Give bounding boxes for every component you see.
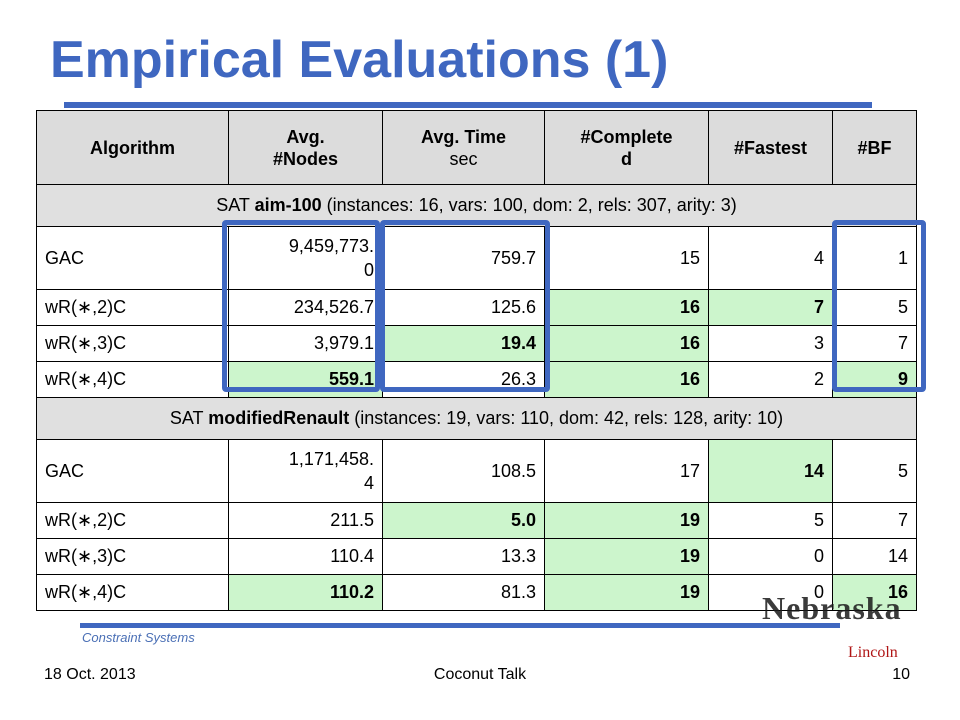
title-underline — [64, 102, 872, 108]
cell-time: 81.3 — [382, 574, 545, 611]
section-label: SAT modifiedRenault (instances: 19, vars… — [36, 397, 917, 440]
cell-fastest: 5 — [708, 502, 833, 539]
cell-completed: 16 — [544, 325, 709, 362]
cell-algorithm: wR(∗,4)C — [36, 574, 229, 611]
table-row: wR(∗,3)C 3,979.1 19.4 16 3 7 — [36, 325, 917, 362]
cell-time: 19.4 — [382, 325, 545, 362]
cell-fastest: 3 — [708, 325, 833, 362]
table-row: wR(∗,4)C 559.1 26.3 16 2 9 — [36, 361, 917, 398]
cell-completed: 16 — [544, 361, 709, 398]
evaluation-table: Algorithm Avg. #Nodes Avg. Time sec #Compl… — [36, 110, 917, 611]
cell-nodes: 211.5 — [228, 502, 383, 539]
cell-bf: 7 — [832, 325, 917, 362]
cell-fastest: 2 — [708, 361, 833, 398]
cell-bf: 5 — [832, 439, 917, 503]
table-row: GAC 1,171,458. 4 108.5 17 14 5 — [36, 439, 917, 503]
cell-time: 5.0 — [382, 502, 545, 539]
cell-time: 125.6 — [382, 289, 545, 326]
watermark-text: Constraint Systems — [82, 630, 195, 645]
col-header-avg-nodes: Avg. #Nodes — [228, 110, 383, 185]
cell-bf: 7 — [832, 502, 917, 539]
bottom-highlight-line — [80, 623, 840, 628]
col-header-bf: #BF — [832, 110, 917, 185]
cell-time: 13.3 — [382, 538, 545, 575]
footer-title: Coconut Talk — [433, 666, 527, 683]
section-label: SAT aim-100 (instances: 16, vars: 100, d… — [36, 184, 917, 227]
time-highlight-box — [380, 220, 550, 392]
cell-completed: 19 — [544, 538, 709, 575]
cell-nodes: 234,526.7 — [228, 289, 383, 326]
col-header-algorithm: Algorithm — [36, 110, 229, 185]
table-row: wR(∗,2)C 211.5 5.0 19 5 7 — [36, 502, 917, 539]
col-header-completed: #Complete d — [544, 110, 709, 185]
cell-completed: 17 — [544, 439, 709, 503]
university-logo: Nebraska — [762, 590, 902, 626]
cell-fastest: 4 — [708, 226, 833, 290]
cell-algorithm: wR(∗,4)C — [36, 361, 229, 398]
cell-fastest: 0 — [708, 538, 833, 575]
cell-nodes: 1,171,458. 4 — [228, 439, 383, 503]
table-row: wR(∗,2)C 234,526.7 125.6 16 7 5 — [36, 289, 917, 326]
cell-nodes: 110.4 — [228, 538, 383, 575]
cell-fastest: 14 — [708, 439, 833, 503]
cell-fastest: 7 — [708, 289, 833, 326]
nodes-highlight-box — [222, 220, 380, 392]
cell-bf: 1 — [832, 226, 917, 290]
cell-fastest: 0 — [708, 574, 833, 611]
cell-completed: 19 — [544, 502, 709, 539]
cell-bf: 14 — [832, 538, 917, 575]
cell-completed: 15 — [544, 226, 709, 290]
cell-nodes: 3,979.1 — [228, 325, 383, 362]
cell-bf: 16 — [832, 574, 917, 611]
table-row: GAC 9,459,773. 0 759.7 15 4 1 — [36, 226, 917, 290]
cell-nodes: 110.2 — [228, 574, 383, 611]
col-header-avg-time: Avg. Time sec — [382, 110, 545, 185]
cell-bf: 5 — [832, 289, 917, 326]
cell-algorithm: wR(∗,2)C — [36, 289, 229, 326]
page-number: 10 — [892, 666, 910, 683]
cell-algorithm: GAC — [36, 226, 229, 290]
cell-completed: 19 — [544, 574, 709, 611]
cell-time: 108.5 — [382, 439, 545, 503]
section-row-modified-renault: SAT modifiedRenault (instances: 19, vars… — [36, 397, 917, 440]
slide-title: Empirical Evaluations (1) — [50, 31, 669, 89]
cell-completed: 16 — [544, 289, 709, 326]
table-row: wR(∗,4)C 110.2 81.3 19 0 16 — [36, 574, 917, 611]
university-logo-sub: Lincoln — [848, 644, 898, 661]
cell-algorithm: wR(∗,3)C — [36, 325, 229, 362]
cell-algorithm: wR(∗,2)C — [36, 502, 229, 539]
bf-highlight-box — [832, 220, 926, 392]
col-header-fastest: #Fastest — [708, 110, 833, 185]
section-row-aim100: SAT aim-100 (instances: 16, vars: 100, d… — [36, 184, 917, 227]
cell-algorithm: wR(∗,3)C — [36, 538, 229, 575]
header-row: Algorithm Avg. #Nodes Avg. Time sec #Compl… — [36, 110, 917, 185]
cell-algorithm: GAC — [36, 439, 229, 503]
table-row: wR(∗,3)C 110.4 13.3 19 0 14 — [36, 538, 917, 575]
footer-date: 18 Oct. 2013 — [44, 666, 136, 683]
